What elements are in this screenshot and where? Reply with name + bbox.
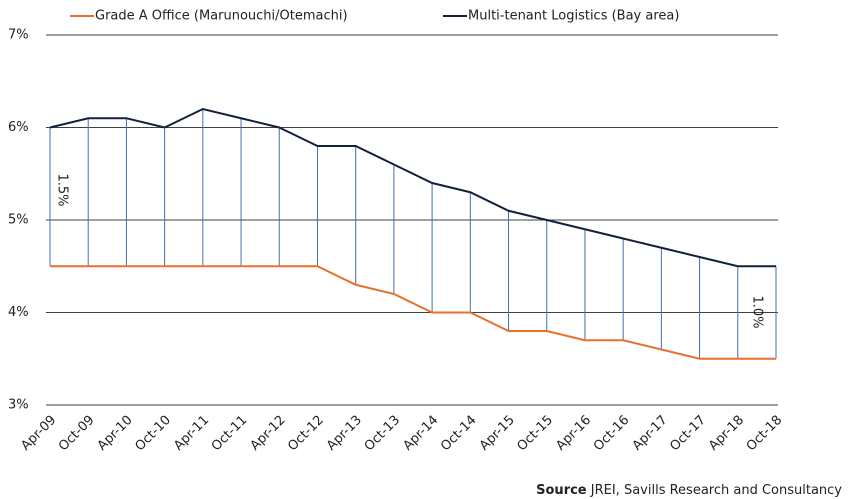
- x-tick-label: Oct-11: [209, 413, 251, 455]
- x-tick-label: Apr-15: [477, 413, 518, 454]
- annotation: 1.5%: [55, 173, 70, 206]
- series-line: [50, 265, 776, 360]
- y-tick-label: 3%: [8, 398, 29, 413]
- x-tick-label: Oct-18: [744, 413, 786, 455]
- x-tick-label: Oct-14: [438, 413, 480, 455]
- x-tick-label: Apr-12: [248, 413, 289, 454]
- source: Source JREI, Savills Research and Consul…: [536, 483, 842, 498]
- x-tick-label: Apr-14: [400, 413, 441, 454]
- x-tick-label: Oct-15: [515, 413, 557, 455]
- source-text: JREI, Savills Research and Consultancy: [590, 483, 843, 498]
- x-tick-label: Apr-10: [95, 413, 136, 454]
- y-tick-label: 4%: [8, 305, 29, 320]
- annotation: 1.0%: [750, 295, 765, 328]
- x-tick-label: Oct-16: [591, 413, 633, 455]
- x-tick-label: Apr-09: [18, 413, 59, 454]
- x-tick-label: Apr-11: [171, 413, 212, 454]
- y-tick-label: 7%: [8, 28, 29, 43]
- x-tick-label: Apr-18: [706, 413, 747, 454]
- x-tick-label: Oct-09: [56, 413, 98, 455]
- series-line: [49, 107, 776, 268]
- source-label: Source: [536, 483, 587, 498]
- x-tick-label: Oct-17: [667, 413, 709, 455]
- x-tick-label: Oct-13: [362, 413, 404, 455]
- legend-label: Grade A Office (Marunouchi/Otemachi): [95, 9, 348, 24]
- legend-label: Multi-tenant Logistics (Bay area): [468, 9, 679, 24]
- y-tick-label: 5%: [8, 213, 29, 228]
- x-tick-label: Apr-17: [630, 413, 671, 454]
- x-tick-label: Oct-12: [285, 413, 327, 455]
- x-tick-label: Apr-16: [553, 413, 594, 454]
- x-tick-label: Oct-10: [132, 413, 174, 455]
- x-tick-label: Apr-13: [324, 413, 365, 454]
- y-tick-label: 6%: [8, 120, 29, 135]
